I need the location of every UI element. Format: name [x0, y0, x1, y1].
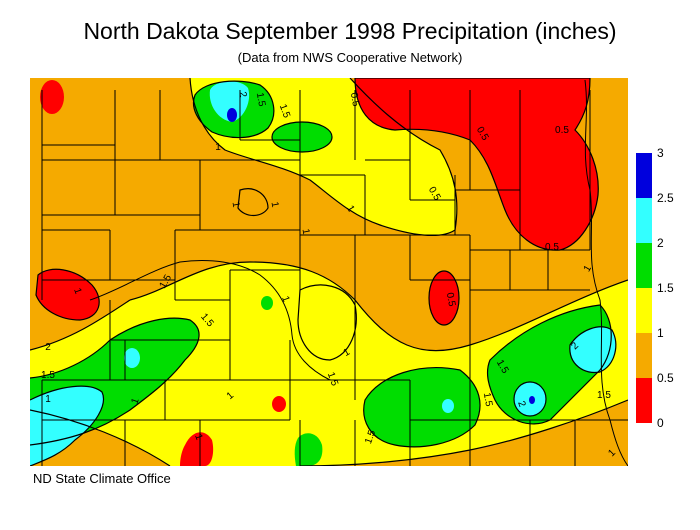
map-subtitle: (Data from NWS Cooperative Network) — [237, 50, 463, 65]
contour-label: 1 — [45, 394, 51, 405]
zone-red-south — [180, 432, 214, 466]
legend-tick-label: 1.5 — [657, 281, 674, 295]
legend-tick-label: 0.5 — [657, 371, 674, 385]
contour-label: 2 — [515, 400, 527, 409]
zone-cyan-west-small — [124, 348, 140, 368]
contour-label: 2 — [45, 342, 51, 353]
credit-text: ND State Climate Office — [33, 471, 171, 486]
contour-label: 1 — [344, 204, 357, 215]
zone-green-south — [363, 367, 480, 447]
county-lines — [41, 79, 628, 466]
legend-tick-label: 3 — [657, 146, 664, 160]
contour-label: 1 — [71, 287, 83, 296]
zone-yellow-center-blob — [298, 285, 357, 360]
zone-red-west — [36, 269, 100, 320]
zone-cyan-east — [569, 326, 616, 373]
contour-label: 1 — [225, 390, 237, 402]
contour-lines — [30, 78, 628, 466]
contour-label: 1 — [215, 142, 221, 153]
contour-label: 0.5 — [444, 292, 457, 308]
map-title: North Dakota September 1998 Precipitatio… — [83, 18, 617, 44]
zone-green-north-small — [272, 122, 332, 152]
legend-tick-label: 1 — [657, 326, 664, 340]
zone-red-south-small — [272, 396, 286, 412]
contour-label: 1 — [342, 346, 353, 359]
contour-label: 1.5 — [481, 392, 494, 408]
contour-label: 1.5 — [325, 371, 340, 388]
zone-red-center-east — [429, 271, 459, 325]
zone-cyan-north — [209, 81, 250, 122]
contour-label: 0.5 — [545, 242, 559, 253]
contour-label: 0.5 — [555, 125, 569, 136]
legend-tick-label: 2 — [657, 236, 664, 250]
contour-label: 1 — [230, 201, 242, 209]
contour-label: 1.5 — [597, 390, 611, 401]
legend-swatch — [636, 378, 652, 423]
legend-tick-label: 0 — [657, 416, 664, 430]
legend-swatch — [636, 333, 652, 378]
legend-tick-label: 2.5 — [657, 191, 674, 205]
contour-label: 1 — [130, 396, 142, 405]
zone-red-northwest — [40, 80, 64, 114]
zone-green-south-small — [294, 433, 323, 466]
contour-label: 1.5 — [254, 92, 267, 108]
precip-fill-layer — [30, 78, 628, 466]
zone-cyan-south-small — [442, 399, 454, 413]
contour-label: 1 — [279, 295, 291, 304]
zone-blue-southeast — [529, 396, 535, 404]
contour-label: 1 — [582, 263, 595, 274]
contour-label: 1.5 — [41, 370, 55, 381]
zone-green-center-small — [261, 296, 273, 310]
legend-swatch — [636, 243, 652, 288]
contour-label: 1.5 — [363, 428, 378, 445]
contour-label: 1.5 — [277, 103, 292, 120]
contour-label: 0.5 — [348, 92, 361, 108]
legend-swatch — [636, 288, 652, 333]
zone-cyan-southwest — [30, 386, 104, 466]
contour-label: 1 — [269, 201, 281, 209]
legend: 3 2.5 2 1.5 1 0.5 0 — [636, 146, 674, 430]
contour-label: 1 — [192, 433, 204, 442]
contour-labels: 2 1.51.50.50.5 0.511 1 10.50.511.51.5111.521… — [41, 91, 618, 459]
contour-label: 2 — [237, 91, 249, 99]
zone-red-northeast — [355, 78, 599, 251]
contour-label: 1 — [300, 228, 312, 236]
legend-swatch — [636, 198, 652, 243]
zone-blue-north — [227, 108, 237, 122]
legend-swatch — [636, 153, 652, 198]
